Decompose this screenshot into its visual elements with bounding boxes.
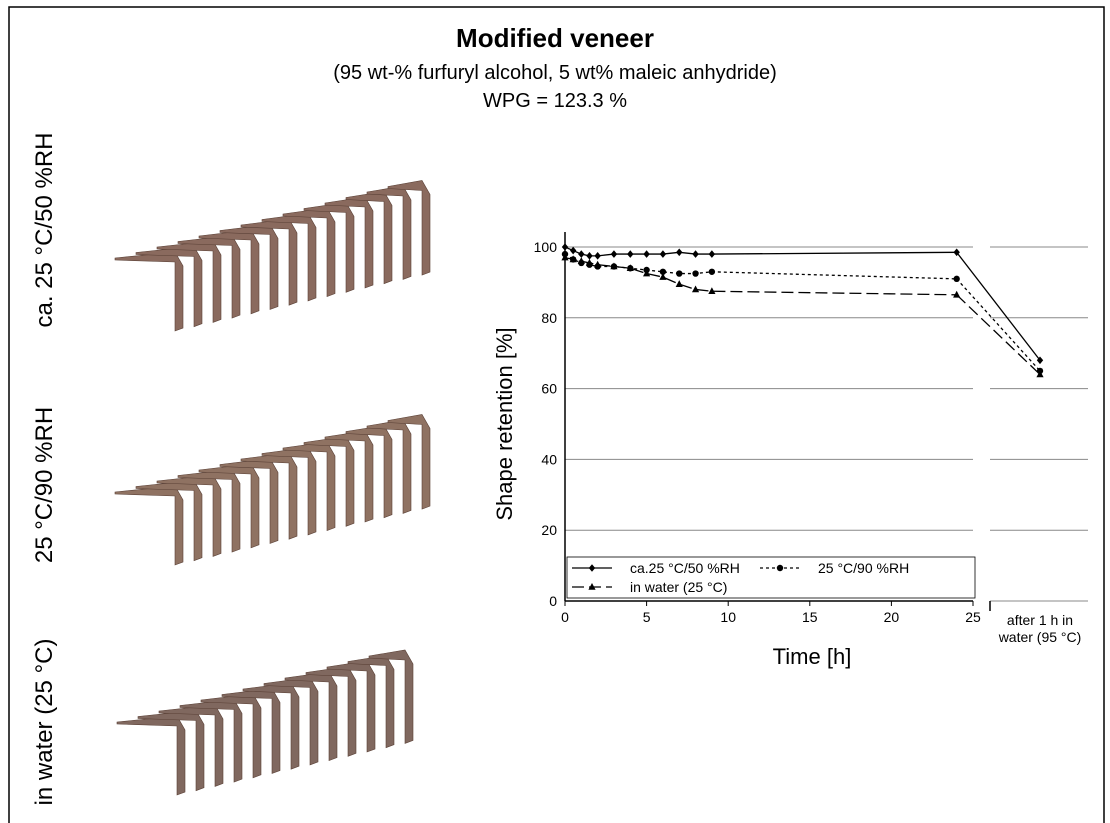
x-tick-label: water (95 °C) [998, 629, 1082, 645]
veneer-strip [387, 414, 431, 510]
marker [953, 275, 960, 283]
marker [675, 280, 683, 287]
frame [8, 6, 1105, 823]
marker [594, 260, 602, 268]
veneer-strip [116, 715, 186, 796]
series-connector [956, 278, 1041, 372]
marker [692, 250, 699, 258]
marker [708, 268, 716, 275]
marker [1036, 356, 1044, 365]
legend-label: ca.25 °C/50 %RH [630, 560, 740, 576]
x-tick-label: 20 [884, 609, 900, 625]
legend-marker [776, 564, 784, 572]
series-line [564, 246, 957, 257]
legend-box [566, 556, 976, 599]
y-tick-label: 80 [541, 310, 557, 326]
marker [610, 262, 618, 270]
marker [953, 248, 960, 257]
marker [659, 250, 667, 258]
marker [586, 252, 593, 260]
x-tick-label: 5 [643, 609, 651, 625]
veneer-strip [114, 485, 184, 566]
veneer-strip [368, 649, 414, 744]
marker [561, 253, 569, 261]
series-line [564, 256, 957, 296]
marker [643, 269, 651, 277]
y-axis-label: Shape retention [%] [492, 327, 517, 520]
marker [594, 252, 601, 260]
marker [577, 257, 585, 264]
legend-label: 25 °C/90 %RH [818, 560, 909, 576]
veneer-strip [114, 251, 184, 332]
title: Modified veneer [456, 23, 654, 53]
marker [578, 250, 585, 258]
y-tick-label: 0 [549, 593, 557, 609]
marker [569, 255, 577, 263]
marker [708, 287, 716, 295]
marker [643, 250, 650, 258]
marker [676, 270, 683, 277]
subtitle: (95 wt-% furfuryl alcohol, 5 wt% maleic … [333, 62, 777, 84]
marker [626, 264, 634, 272]
veneer-strip [387, 180, 431, 276]
series-connector [956, 251, 1041, 361]
marker [708, 250, 716, 258]
x-tick-label: 0 [561, 609, 569, 625]
y-tick-label: 20 [541, 522, 557, 538]
marker [585, 258, 594, 266]
series-line [564, 253, 957, 280]
marker [1036, 370, 1044, 378]
marker [561, 243, 569, 251]
marker [676, 248, 683, 257]
x-axis-label: Time [h] [773, 644, 852, 669]
marker [692, 270, 699, 277]
x-tick-label: after 1 h in [1007, 612, 1073, 628]
marker [627, 250, 634, 258]
x-tick-label: 15 [802, 609, 818, 625]
marker [953, 290, 961, 298]
panel-label: ca. 25 °C/50 %RH [31, 132, 58, 327]
y-tick-label: 40 [541, 451, 557, 467]
x-tick-label: 25 [965, 609, 981, 625]
panel-label: in water (25 °C) [31, 639, 58, 806]
marker [659, 273, 667, 280]
subtitle: WPG = 123.3 % [483, 90, 627, 112]
marker [569, 246, 577, 255]
marker [659, 268, 667, 275]
panel-label: 25 °C/90 %RH [31, 407, 58, 563]
y-tick-label: 100 [534, 239, 558, 255]
marker [691, 285, 700, 293]
legend-label: in water (25 °C) [630, 579, 727, 595]
legend-marker [588, 583, 596, 590]
legend-marker [588, 564, 596, 572]
series-connector [956, 294, 1041, 375]
marker [610, 250, 618, 258]
y-tick-label: 60 [541, 381, 557, 397]
x-tick-label: 10 [720, 609, 736, 625]
